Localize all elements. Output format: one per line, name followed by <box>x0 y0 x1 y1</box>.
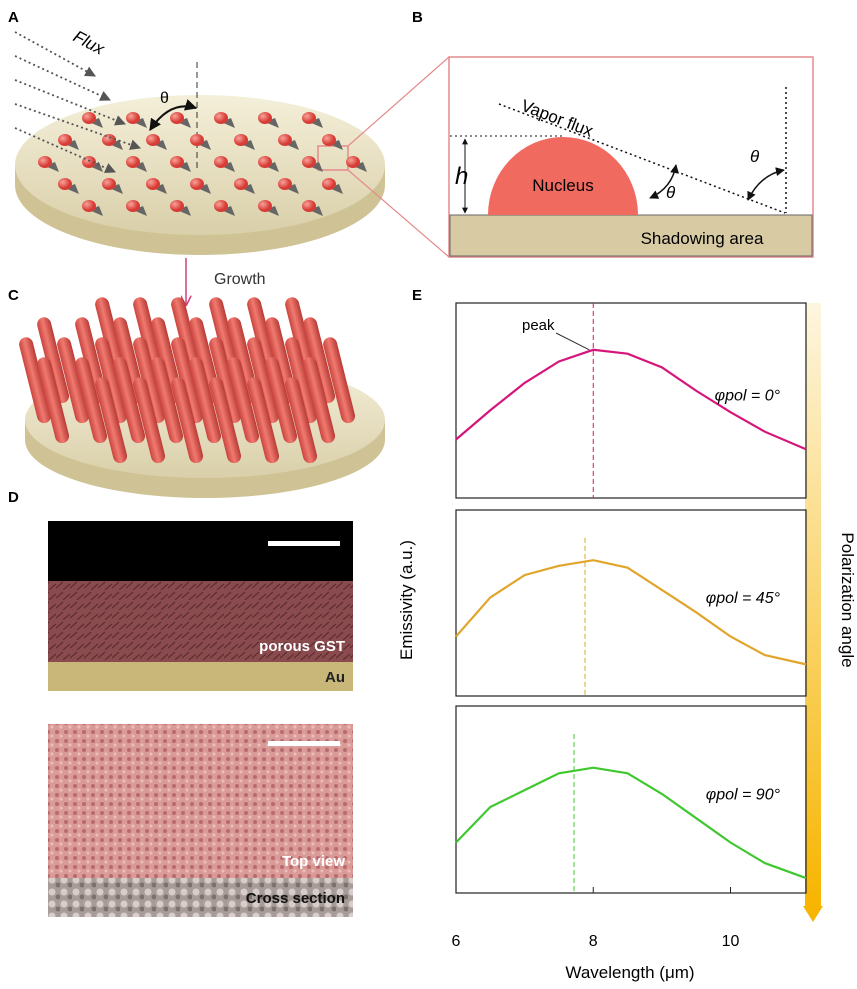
nucleus-dot <box>102 134 116 146</box>
x-axis-label: Wavelength (μm) <box>565 963 694 982</box>
panel-label: D <box>8 489 19 506</box>
cross-section-label: Cross section <box>246 890 345 907</box>
sem-au <box>48 662 353 691</box>
panel-d: porous GST Au Top view Cross section <box>48 521 353 917</box>
nucleus-dot <box>58 134 72 146</box>
nucleus-dot <box>322 134 336 146</box>
nucleus-dot <box>278 134 292 146</box>
panel-b: h Nucleus Vapor flux θ θ Shadowing area <box>449 57 813 257</box>
colorbar-label: Polarization angle <box>838 532 857 667</box>
panel-label: B <box>412 9 423 26</box>
panel-label: E <box>412 287 422 304</box>
panel-a: θ Flux <box>15 27 449 257</box>
panel-label: A <box>8 9 19 26</box>
scale-bar <box>268 741 340 746</box>
nucleus-dot <box>170 200 184 212</box>
nucleus-dot <box>102 178 116 190</box>
nucleus-dot <box>146 178 160 190</box>
top-view-label: Top view <box>282 853 345 870</box>
nucleus-dot <box>170 156 184 168</box>
panel-c <box>18 296 385 498</box>
nucleus-dot <box>346 156 360 168</box>
flux-arrow <box>15 56 110 100</box>
y-axis-label: Emissivity (a.u.) <box>397 540 416 660</box>
series-label: φpol = 0° <box>715 388 781 405</box>
figure: A B C D E θ Flux h Nucleus Vapor flux θ … <box>0 0 857 984</box>
nucleus-dot <box>258 156 272 168</box>
peak-label: peak <box>522 317 555 334</box>
sem-background <box>48 521 353 581</box>
nucleus-dot <box>146 134 160 146</box>
peak-leader <box>556 333 589 350</box>
nucleus-dot <box>302 200 316 212</box>
nucleus-dot <box>170 112 184 124</box>
x-tick-label: 10 <box>722 933 740 950</box>
nucleus-dot <box>214 200 228 212</box>
x-tick-label: 6 <box>452 933 461 950</box>
au-label: Au <box>325 669 345 686</box>
flux-label: Flux <box>70 27 108 59</box>
nucleus-dot <box>58 178 72 190</box>
colorbar <box>805 303 821 906</box>
growth-label: Growth <box>214 271 266 288</box>
nucleus-dot <box>258 200 272 212</box>
nucleus-dot <box>190 178 204 190</box>
nucleus-dot <box>214 156 228 168</box>
theta: θ <box>666 183 676 202</box>
theta: θ <box>160 90 169 107</box>
zoom-line <box>348 57 449 146</box>
panel-e: Polarization angle Emissivity (a.u.) Wav… <box>397 303 857 982</box>
nucleus-dot <box>234 178 248 190</box>
nucleus-dot <box>214 112 228 124</box>
panel-label: C <box>8 287 19 304</box>
nucleus-dot <box>234 134 248 146</box>
shadowing-label: Shadowing area <box>641 229 764 248</box>
emissivity-line <box>456 768 806 878</box>
series-label: φpol = 45° <box>706 590 781 607</box>
gst-label: porous GST <box>259 638 345 655</box>
h-label: h <box>455 163 468 190</box>
colorbar-arrow <box>803 906 823 922</box>
nucleus-dot <box>322 178 336 190</box>
nucleus-label: Nucleus <box>532 176 593 195</box>
nucleus-dot <box>278 178 292 190</box>
nucleus-dot <box>82 200 96 212</box>
nucleus-dot <box>126 112 140 124</box>
nucleus-dot <box>302 112 316 124</box>
scale-bar <box>268 541 340 546</box>
theta: θ <box>750 147 760 166</box>
nucleus-dot <box>258 112 272 124</box>
x-tick-label: 8 <box>589 933 598 950</box>
emissivity-line <box>456 560 806 664</box>
nucleus-dot <box>190 134 204 146</box>
series-label: φpol = 90° <box>706 787 781 804</box>
nucleus-dot <box>38 156 52 168</box>
disk <box>15 95 385 235</box>
nucleus-dot <box>82 112 96 124</box>
nucleus-dot <box>126 156 140 168</box>
nucleus-dot <box>302 156 316 168</box>
nucleus-dot <box>126 200 140 212</box>
